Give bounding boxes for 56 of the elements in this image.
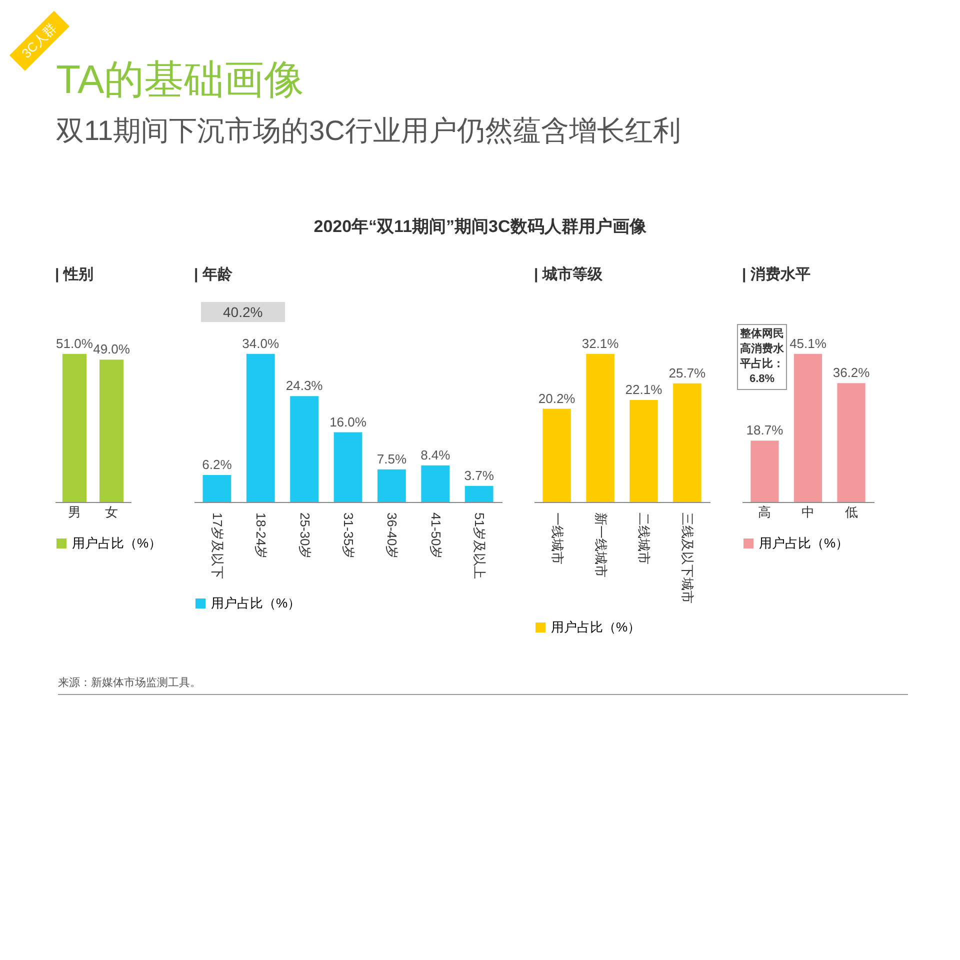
chart-title: | 城市等级 (534, 265, 604, 283)
data-label: 25.7% (668, 365, 706, 380)
data-label: 16.0% (330, 414, 367, 430)
bar (334, 432, 362, 502)
x-tick-label: 25-30岁 (297, 512, 312, 559)
x-tick-label: 31-35岁 (341, 512, 356, 559)
x-tick-label: 新一线城市 (593, 512, 608, 578)
annotation: 整体网民高消费水平占比：6.8% (737, 324, 787, 390)
x-tick-label: 17岁及以下 (210, 512, 225, 579)
x-tick-label: 一线城市 (550, 512, 565, 564)
chart-title: | 年龄 (194, 266, 234, 283)
text: 40.2% (201, 302, 285, 322)
bar (673, 383, 702, 502)
bar (421, 465, 450, 502)
text: 2020年“双11期间”期间3C数码人群用户画像 (312, 216, 648, 238)
chart-title: | 性别 (55, 266, 94, 283)
text: 双11期间下沉市场的3C行业用户仍然蕴含增长红利 (56, 114, 681, 148)
data-label: 34.0% (242, 336, 280, 351)
data-label: 32.1% (582, 336, 620, 351)
data-label: 6.2% (202, 456, 232, 472)
data-label: 22.1% (625, 382, 663, 398)
data-label: 51.0% (56, 336, 94, 351)
x-tick-label: 低 (844, 504, 858, 520)
data-label: 7.5% (376, 451, 407, 466)
data-label: 20.2% (538, 390, 576, 406)
bar (586, 354, 614, 502)
bar (290, 396, 319, 502)
legend-label: 用户占比（%） (72, 536, 162, 550)
data-label: 49.0% (93, 342, 130, 357)
x-tick-label: 二线城市 (636, 512, 652, 564)
data-label: 24.3% (286, 378, 324, 394)
x-tick-label: 18-24岁 (254, 512, 269, 559)
chart-title: | 消费水平 (742, 266, 810, 283)
legend-label: 用户占比（%） (759, 536, 849, 550)
x-tick-label: 高 (758, 504, 772, 520)
data-label: 45.1% (790, 336, 827, 351)
x-tick-label: 男 (68, 504, 81, 520)
x-tick-label: 中 (802, 504, 814, 520)
x-tick-label: 女 (105, 504, 118, 520)
bar (630, 400, 658, 502)
bar (246, 354, 275, 502)
data-label: 3.7% (464, 468, 494, 483)
bar (464, 486, 494, 502)
data-label: 36.2% (832, 365, 870, 380)
x-tick-label: 41-50岁 (428, 512, 444, 559)
bar (377, 469, 406, 502)
data-label: 18.7% (746, 422, 784, 438)
legend-label: 用户占比（%） (551, 620, 641, 634)
data-label: 8.4% (420, 447, 451, 462)
source-note: 来源：新媒体市场监测工具。 (58, 675, 908, 695)
bar (202, 474, 232, 502)
x-tick-label: 36-40岁 (384, 512, 400, 559)
x-tick-label: 三线及以下城市 (680, 512, 696, 604)
x-tick-label: 51岁及以上 (472, 512, 488, 579)
bar (542, 408, 571, 502)
legend-label: 用户占比（%） (211, 596, 301, 610)
